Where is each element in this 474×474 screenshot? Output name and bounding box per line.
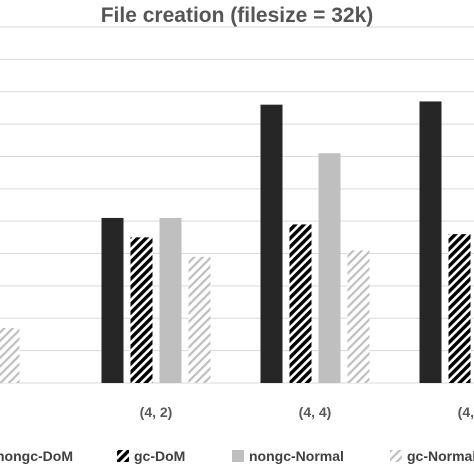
x-tick-label: (4, 8) — [458, 404, 474, 420]
bar-nongc-Normal-2 — [318, 153, 341, 383]
bar-nongc-DoM-1 — [101, 217, 124, 383]
legend-swatch — [232, 450, 244, 462]
bar-gc-Normal-0 — [0, 327, 20, 383]
legend: nongc-DoM gc-DoM nongc-Normal gc-Normal — [0, 448, 474, 464]
legend-label: gc-Normal — [407, 448, 474, 464]
bar-gc-DoM-1 — [130, 237, 153, 383]
legend-label: nongc-DoM — [0, 448, 73, 464]
chart-title: File creation (filesize = 32k) — [100, 4, 374, 27]
x-axis-ticks: (4, 1)(4, 2)(4, 4)(4, 8) — [140, 404, 474, 420]
legend-label: gc-DoM — [134, 448, 185, 464]
bar-gc-Normal-2 — [347, 250, 370, 383]
bar-nongc-Normal-1 — [159, 217, 182, 383]
gridlines — [0, 26, 474, 384]
legend-swatch — [390, 450, 402, 462]
bar-gc-DoM-2 — [289, 224, 312, 383]
x-tick-label: (4, 4) — [299, 404, 332, 420]
bars — [0, 101, 471, 383]
bar-nongc-DoM-3 — [419, 101, 442, 383]
legend-swatch — [117, 450, 129, 462]
x-tick-label: (4, 2) — [140, 404, 173, 420]
legend-label: nongc-Normal — [249, 448, 344, 464]
bar-gc-DoM-3 — [448, 234, 471, 383]
bar-nongc-DoM-2 — [260, 104, 283, 383]
bar-gc-Normal-1 — [188, 256, 211, 383]
